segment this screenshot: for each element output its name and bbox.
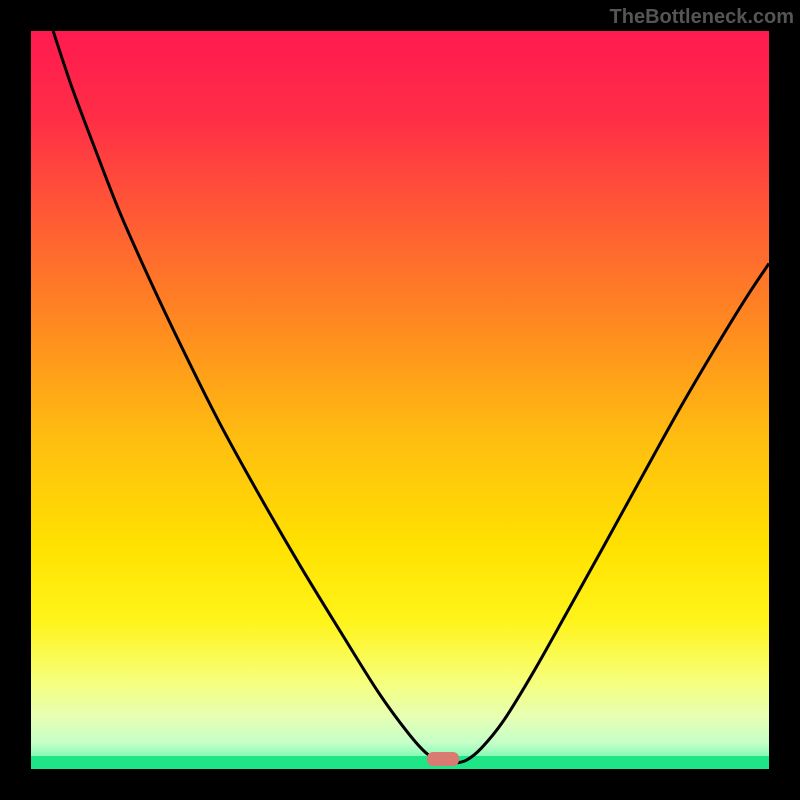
- optimum-marker: [427, 752, 459, 766]
- curve-path: [53, 31, 769, 763]
- bottleneck-curve: [31, 31, 769, 769]
- plot-area: [31, 31, 769, 769]
- watermark-text: TheBottleneck.com: [610, 6, 794, 29]
